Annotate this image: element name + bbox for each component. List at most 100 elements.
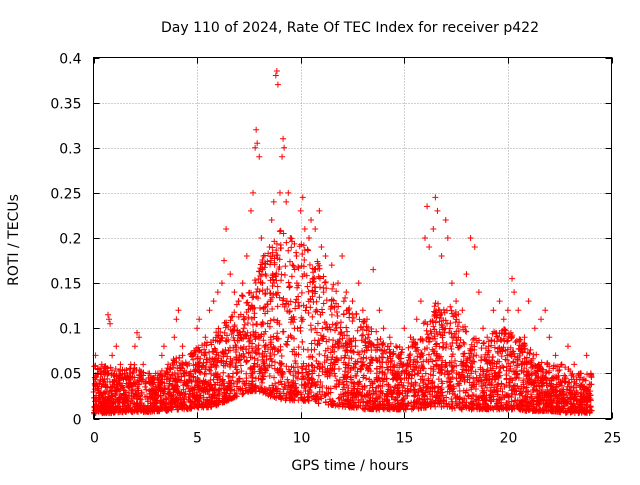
roti-point xyxy=(570,384,577,391)
roti-point xyxy=(401,325,408,332)
roti-point xyxy=(534,393,541,400)
roti-point xyxy=(307,353,314,360)
roti-point xyxy=(478,357,485,364)
roti-point xyxy=(206,367,213,374)
roti-point xyxy=(154,398,161,405)
roti-point xyxy=(270,344,277,351)
roti-point xyxy=(423,336,430,343)
roti-point xyxy=(371,342,378,349)
roti-point xyxy=(228,395,235,402)
roti-point xyxy=(252,375,259,382)
roti-point xyxy=(107,320,114,327)
roti-point xyxy=(292,305,299,312)
roti-point xyxy=(516,391,523,398)
roti-point xyxy=(521,334,528,341)
roti-point xyxy=(253,288,260,295)
roti-point xyxy=(584,407,591,414)
roti-point xyxy=(439,357,446,364)
roti-point xyxy=(361,383,368,390)
roti-point xyxy=(455,344,462,351)
roti-point xyxy=(496,358,503,365)
roti-point xyxy=(511,353,518,360)
roti-point xyxy=(130,399,137,406)
roti-point xyxy=(105,311,112,318)
roti-point xyxy=(501,383,508,390)
roti-point xyxy=(219,398,226,405)
roti-point xyxy=(480,397,487,404)
roti-point xyxy=(206,366,213,373)
roti-point xyxy=(492,376,499,383)
roti-point xyxy=(289,397,296,404)
roti-point xyxy=(465,366,472,373)
roti-point xyxy=(553,404,560,411)
roti-point xyxy=(421,377,428,384)
roti-point xyxy=(300,346,307,353)
roti-point xyxy=(308,216,315,223)
roti-point xyxy=(293,384,300,391)
roti-point xyxy=(311,266,318,273)
roti-point xyxy=(192,349,199,356)
roti-point xyxy=(270,316,277,323)
roti-point xyxy=(160,390,167,397)
roti-point xyxy=(151,391,158,398)
roti-point xyxy=(416,395,423,402)
roti-point xyxy=(422,370,429,377)
roti-point xyxy=(262,291,269,298)
y-tick-label: 0.15 xyxy=(50,277,81,293)
roti-point xyxy=(377,394,384,401)
roti-point xyxy=(291,266,298,273)
roti-point xyxy=(351,380,358,387)
roti-point xyxy=(264,308,271,315)
roti-point xyxy=(448,353,455,360)
roti-point xyxy=(252,144,259,151)
roti-point xyxy=(507,365,514,372)
roti-point xyxy=(358,332,365,339)
roti-point xyxy=(432,341,439,348)
roti-point xyxy=(472,368,479,375)
roti-point xyxy=(498,353,505,360)
roti-point xyxy=(247,207,254,214)
roti-point xyxy=(432,319,439,326)
roti-point xyxy=(415,404,422,411)
roti-point xyxy=(363,399,370,406)
roti-point xyxy=(468,370,475,377)
roti-point xyxy=(586,381,593,388)
roti-point xyxy=(449,364,456,371)
roti-point xyxy=(530,380,537,387)
roti-point xyxy=(533,407,540,414)
roti-point xyxy=(320,289,327,296)
roti-point xyxy=(544,361,551,368)
roti-point xyxy=(270,385,277,392)
roti-point xyxy=(413,348,420,355)
roti-point xyxy=(526,350,533,357)
roti-point xyxy=(518,383,525,390)
roti-point xyxy=(471,244,478,251)
roti-point xyxy=(530,351,537,358)
roti-point xyxy=(369,341,376,348)
roti-point xyxy=(146,370,153,377)
roti-point xyxy=(546,380,553,387)
roti-point xyxy=(444,320,451,327)
roti-point xyxy=(112,366,119,373)
roti-point xyxy=(337,319,344,326)
roti-point xyxy=(344,328,351,335)
roti-point xyxy=(523,394,530,401)
roti-point xyxy=(563,392,570,399)
roti-point xyxy=(360,406,367,413)
roti-point xyxy=(510,369,517,376)
roti-point xyxy=(573,398,580,405)
roti-point xyxy=(479,382,486,389)
roti-point xyxy=(272,72,279,79)
roti-point xyxy=(333,357,340,364)
roti-point xyxy=(197,383,204,390)
roti-point xyxy=(365,331,372,338)
roti-point xyxy=(301,225,308,232)
roti-point xyxy=(480,379,487,386)
roti-point xyxy=(399,361,406,368)
roti-point xyxy=(360,374,367,381)
roti-point xyxy=(453,298,460,305)
roti-point xyxy=(286,308,293,315)
roti-point xyxy=(268,216,275,223)
roti-point xyxy=(484,334,491,341)
roti-point xyxy=(208,399,215,406)
